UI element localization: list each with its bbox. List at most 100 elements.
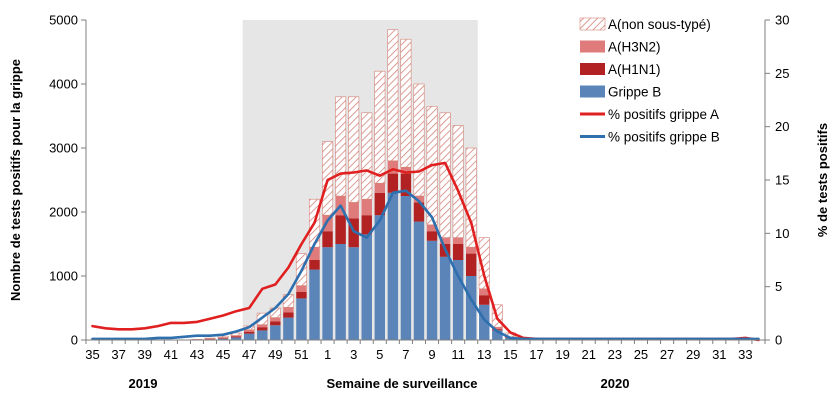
y-right-tick-label: 0 bbox=[775, 333, 782, 348]
x-tick-label: 15 bbox=[503, 347, 517, 362]
x-tick-label: 13 bbox=[477, 347, 491, 362]
y-right-tick-label: 25 bbox=[775, 66, 789, 81]
bar-a-h1n1--w8 bbox=[413, 202, 425, 222]
bar-grippe-b-w45 bbox=[217, 338, 229, 340]
bar-a-h1n1--w50 bbox=[283, 312, 294, 318]
x-tick-label: 35 bbox=[85, 347, 99, 362]
x-tick-label: 49 bbox=[268, 347, 282, 362]
bar-a-h1n1--w13 bbox=[479, 295, 490, 305]
bar-a-h1n1--w5 bbox=[374, 192, 386, 216]
bar-a-h1n1--w1 bbox=[322, 231, 333, 248]
bar-grippe-b-w50 bbox=[283, 317, 294, 340]
bar-grippe-b-w9 bbox=[426, 240, 438, 340]
bar-grippe-b-w52 bbox=[309, 269, 320, 340]
bar-grippe-b-w2 bbox=[335, 244, 346, 340]
x-tick-label: 19 bbox=[555, 347, 569, 362]
bar-a-non-sous-typ--w45 bbox=[217, 335, 229, 338]
x-tick-label: 1 bbox=[324, 347, 331, 362]
x-tick-label: 25 bbox=[634, 347, 648, 362]
legend-swatch-grippe-b bbox=[580, 85, 605, 98]
bar-a-h1n1--w6 bbox=[387, 173, 399, 193]
y-left-tick-label: 5000 bbox=[49, 13, 78, 28]
x-tick-label: 29 bbox=[686, 347, 700, 362]
bar-grippe-b-w7 bbox=[400, 196, 412, 340]
bar-a-h3n2--w9 bbox=[426, 224, 438, 232]
legend-label: A(H1N1) bbox=[608, 62, 661, 77]
bar-a-non-sous-typ--w46 bbox=[230, 332, 242, 336]
y-right-tick-label: 15 bbox=[775, 173, 789, 188]
legend-label: % positifs grippe A bbox=[608, 107, 719, 122]
y-left-tick-label: 0 bbox=[71, 333, 78, 348]
bar-a-h1n1--w49 bbox=[270, 321, 281, 326]
x-tick-label: 7 bbox=[402, 347, 409, 362]
bar-a-h3n2--w3 bbox=[348, 202, 359, 219]
bar-grippe-b-w6 bbox=[387, 192, 399, 340]
y-left-tick-label: 3000 bbox=[49, 141, 78, 156]
bar-a-h3n2--w7 bbox=[400, 167, 412, 174]
y-right-axis-label: % de tests positifs bbox=[815, 123, 830, 237]
bar-layer bbox=[191, 29, 529, 340]
year-label-2020: 2020 bbox=[601, 376, 630, 391]
x-tick-label: 43 bbox=[190, 347, 204, 362]
bar-a-h1n1--w9 bbox=[426, 231, 438, 241]
bar-a-h3n2--w14 bbox=[492, 327, 503, 330]
bar-a-h1n1--w11 bbox=[452, 244, 464, 260]
y-right-tick-label: 5 bbox=[775, 279, 782, 294]
bar-a-h3n2--w11 bbox=[452, 237, 464, 244]
bar-a-h3n2--w8 bbox=[413, 196, 425, 203]
x-tick-label: 5 bbox=[376, 347, 383, 362]
shaded-season-region bbox=[242, 20, 478, 340]
x-tick-label: 33 bbox=[738, 347, 752, 362]
bar-a-non-sous-typ--w10 bbox=[439, 112, 451, 238]
line--positifs-grippe-b bbox=[91, 189, 760, 341]
bar-a-non-sous-typ--w3 bbox=[348, 96, 360, 203]
bar-a-h1n1--w4 bbox=[361, 215, 372, 235]
bar-a-h1n1--w14 bbox=[492, 329, 503, 331]
bar-grippe-b-w3 bbox=[348, 247, 359, 340]
bar-a-non-sous-typ--w2 bbox=[335, 96, 347, 197]
bar-a-h1n1--w48 bbox=[257, 327, 268, 331]
bar-grippe-b-w8 bbox=[413, 221, 425, 340]
bar-a-h3n2--w10 bbox=[439, 237, 451, 244]
legend-label: % positifs grippe B bbox=[608, 130, 720, 145]
bar-grippe-b-w51 bbox=[296, 298, 307, 340]
bar-a-non-sous-typ--w5 bbox=[374, 70, 386, 184]
x-tick-label: 3 bbox=[350, 347, 357, 362]
axis-labels: Nombre de tests positifs pour la grippe … bbox=[8, 59, 830, 391]
bar-grippe-b-w4 bbox=[361, 234, 372, 340]
legend-swatch-a-non-sous-typ- bbox=[579, 17, 606, 31]
x-tick-label: 27 bbox=[660, 347, 674, 362]
bar-a-h3n2--w51 bbox=[296, 285, 307, 292]
x-tick-label: 23 bbox=[608, 347, 622, 362]
bar-grippe-b-w5 bbox=[374, 215, 386, 340]
x-tick-label: 41 bbox=[164, 347, 178, 362]
bar-a-h3n2--w50 bbox=[283, 307, 294, 313]
bar-a-h3n2--w46 bbox=[230, 335, 242, 337]
bar-grippe-b-w48 bbox=[257, 330, 268, 340]
y-right-tick-label: 10 bbox=[775, 226, 789, 241]
legend: A(non sous-typé) A(H3N2) A(H1N1) Grippe B % … bbox=[579, 17, 720, 145]
line-layer bbox=[91, 161, 760, 342]
x-tick-label: 39 bbox=[138, 347, 152, 362]
bar-a-h1n1--w12 bbox=[465, 253, 477, 276]
bar-grippe-b-w1 bbox=[322, 247, 333, 340]
bar-a-non-sous-typ--w4 bbox=[361, 112, 373, 200]
y-left-tick-label: 4000 bbox=[49, 77, 78, 92]
bar-a-h3n2--w12 bbox=[465, 247, 477, 254]
bar-grippe-b-w12 bbox=[465, 276, 477, 340]
bar-a-h1n1--w46 bbox=[230, 336, 242, 338]
bar-a-h3n2--w13 bbox=[479, 288, 490, 296]
bar-a-h1n1--w52 bbox=[309, 260, 320, 270]
bar-grippe-b-w49 bbox=[270, 325, 281, 340]
bar-a-h1n1--w45 bbox=[217, 338, 229, 339]
y-right-tick-label: 30 bbox=[775, 13, 789, 28]
bar-a-non-sous-typ--w12 bbox=[465, 147, 477, 248]
bar-a-h3n2--w4 bbox=[361, 199, 372, 216]
bar-a-non-sous-typ--w8 bbox=[413, 83, 425, 197]
legend-label: Grippe B bbox=[608, 85, 661, 100]
bar-a-h1n1--w47 bbox=[243, 331, 255, 334]
bar-a-h1n1--w2 bbox=[335, 215, 346, 244]
x-tick-label: 47 bbox=[242, 347, 256, 362]
